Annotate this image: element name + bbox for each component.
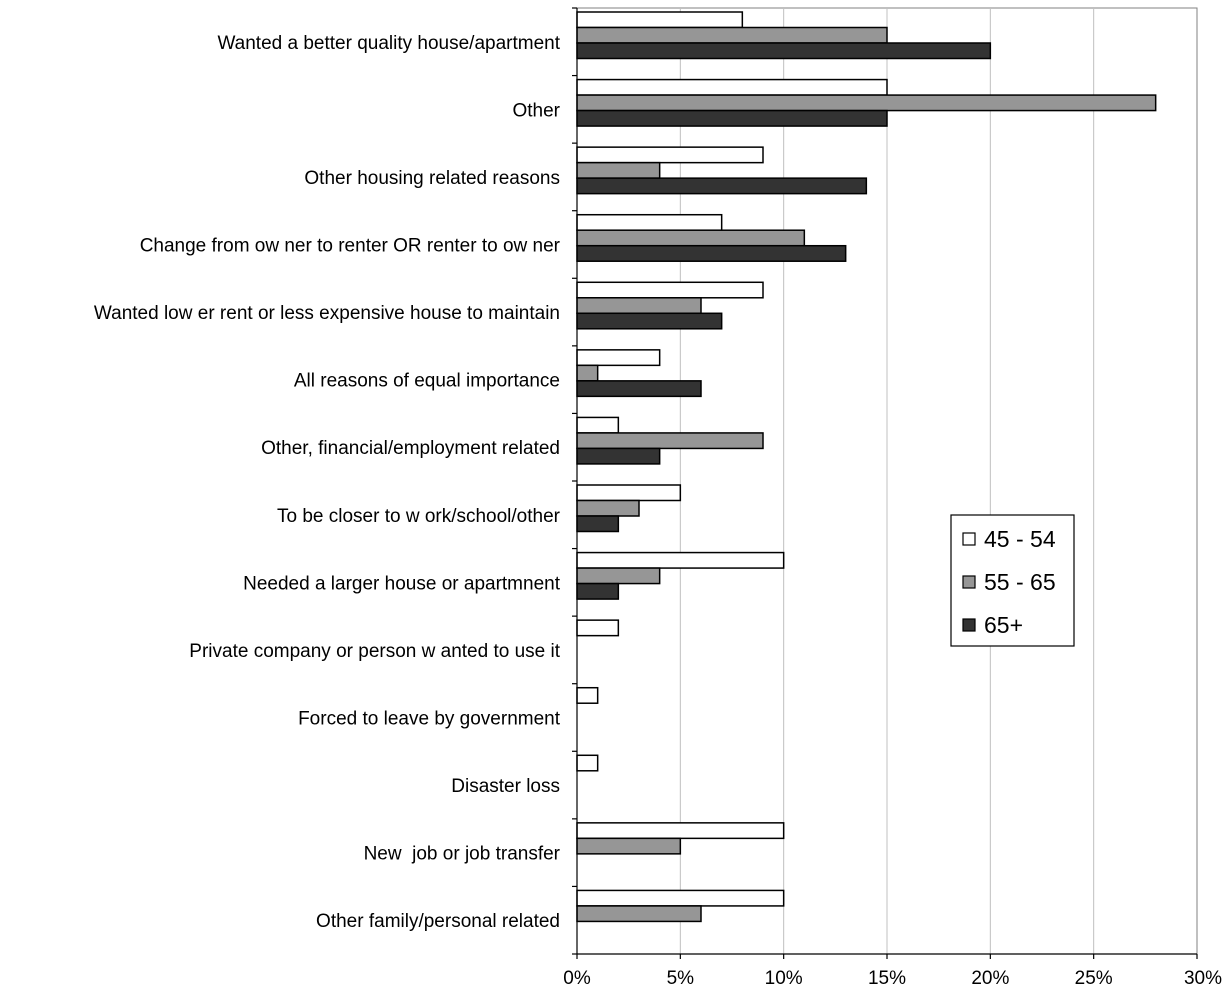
- legend-label: 55 - 65: [984, 569, 1056, 595]
- category-label: Forced to leave by government: [298, 709, 561, 730]
- bar: [576, 229, 806, 247]
- bar: [576, 109, 888, 127]
- category-label: To be closer to w ork/school/other: [277, 506, 561, 527]
- legend-label: 45 - 54: [984, 526, 1056, 552]
- x-tick-label: 30%: [1184, 968, 1222, 989]
- bar: [576, 432, 764, 450]
- bar: [576, 567, 661, 585]
- bar: [576, 905, 702, 923]
- category-label: Other: [512, 100, 560, 121]
- x-tick-labels: 0% 5% 10% 15% 20% 25% 30%: [563, 968, 1222, 989]
- x-tick-label: 10%: [765, 968, 803, 989]
- bar: [576, 297, 702, 315]
- x-tick-label: 25%: [1075, 968, 1113, 989]
- category-label: Wanted a better quality house/apartment: [217, 33, 560, 54]
- bar: [576, 26, 888, 44]
- bar: [576, 515, 620, 533]
- bar: [576, 754, 599, 772]
- legend-label: 65+: [984, 612, 1023, 638]
- bar: [576, 822, 785, 840]
- category-label: Other family/personal related: [316, 911, 560, 932]
- bar: [576, 78, 888, 96]
- bar: [576, 582, 620, 600]
- bar: [576, 837, 682, 855]
- bar: [576, 312, 723, 330]
- category-label: Change from ow ner to renter OR renter t…: [140, 236, 561, 257]
- axes: [572, 7, 1198, 959]
- x-tick-label: 5%: [667, 968, 695, 989]
- x-tick-label: 0%: [563, 968, 591, 989]
- bar: [576, 364, 599, 382]
- bar: [576, 42, 992, 60]
- bar: [576, 484, 682, 502]
- legend-swatch: [962, 618, 976, 632]
- bar: [576, 416, 620, 434]
- legend-swatch: [962, 575, 976, 589]
- bar: [576, 11, 744, 29]
- bars: [576, 11, 1157, 923]
- bar: [576, 244, 847, 262]
- bar: [576, 177, 868, 195]
- bar: [576, 161, 661, 179]
- category-label: All reasons of equal importance: [294, 371, 560, 392]
- bar: [576, 447, 661, 465]
- bar: [576, 281, 764, 299]
- category-labels: Wanted a better quality house/apartment O…: [94, 33, 561, 932]
- legend: 45 - 54 55 - 65 65+: [950, 514, 1075, 647]
- bar: [576, 146, 764, 164]
- x-tick-label: 20%: [971, 968, 1009, 989]
- bar: [576, 889, 785, 907]
- bar: [576, 686, 599, 704]
- category-label: Private company or person w anted to use…: [189, 641, 560, 662]
- bar: [576, 499, 640, 517]
- category-label: Other, financial/employment related: [261, 438, 560, 459]
- bar: [576, 94, 1157, 112]
- category-label: Wanted low er rent or less expensive hou…: [94, 303, 560, 324]
- bar: [576, 349, 661, 367]
- category-label: Other housing related reasons: [304, 168, 560, 189]
- category-label: Needed a larger house or apartmnent: [243, 573, 561, 594]
- bar: [576, 380, 702, 398]
- category-label: New job or job transfer: [364, 844, 561, 865]
- bar: [576, 213, 723, 231]
- bar: [576, 551, 785, 569]
- x-tick-label: 15%: [868, 968, 906, 989]
- bar: [576, 619, 620, 637]
- category-label: Disaster loss: [451, 776, 560, 797]
- legend-swatch: [962, 532, 976, 546]
